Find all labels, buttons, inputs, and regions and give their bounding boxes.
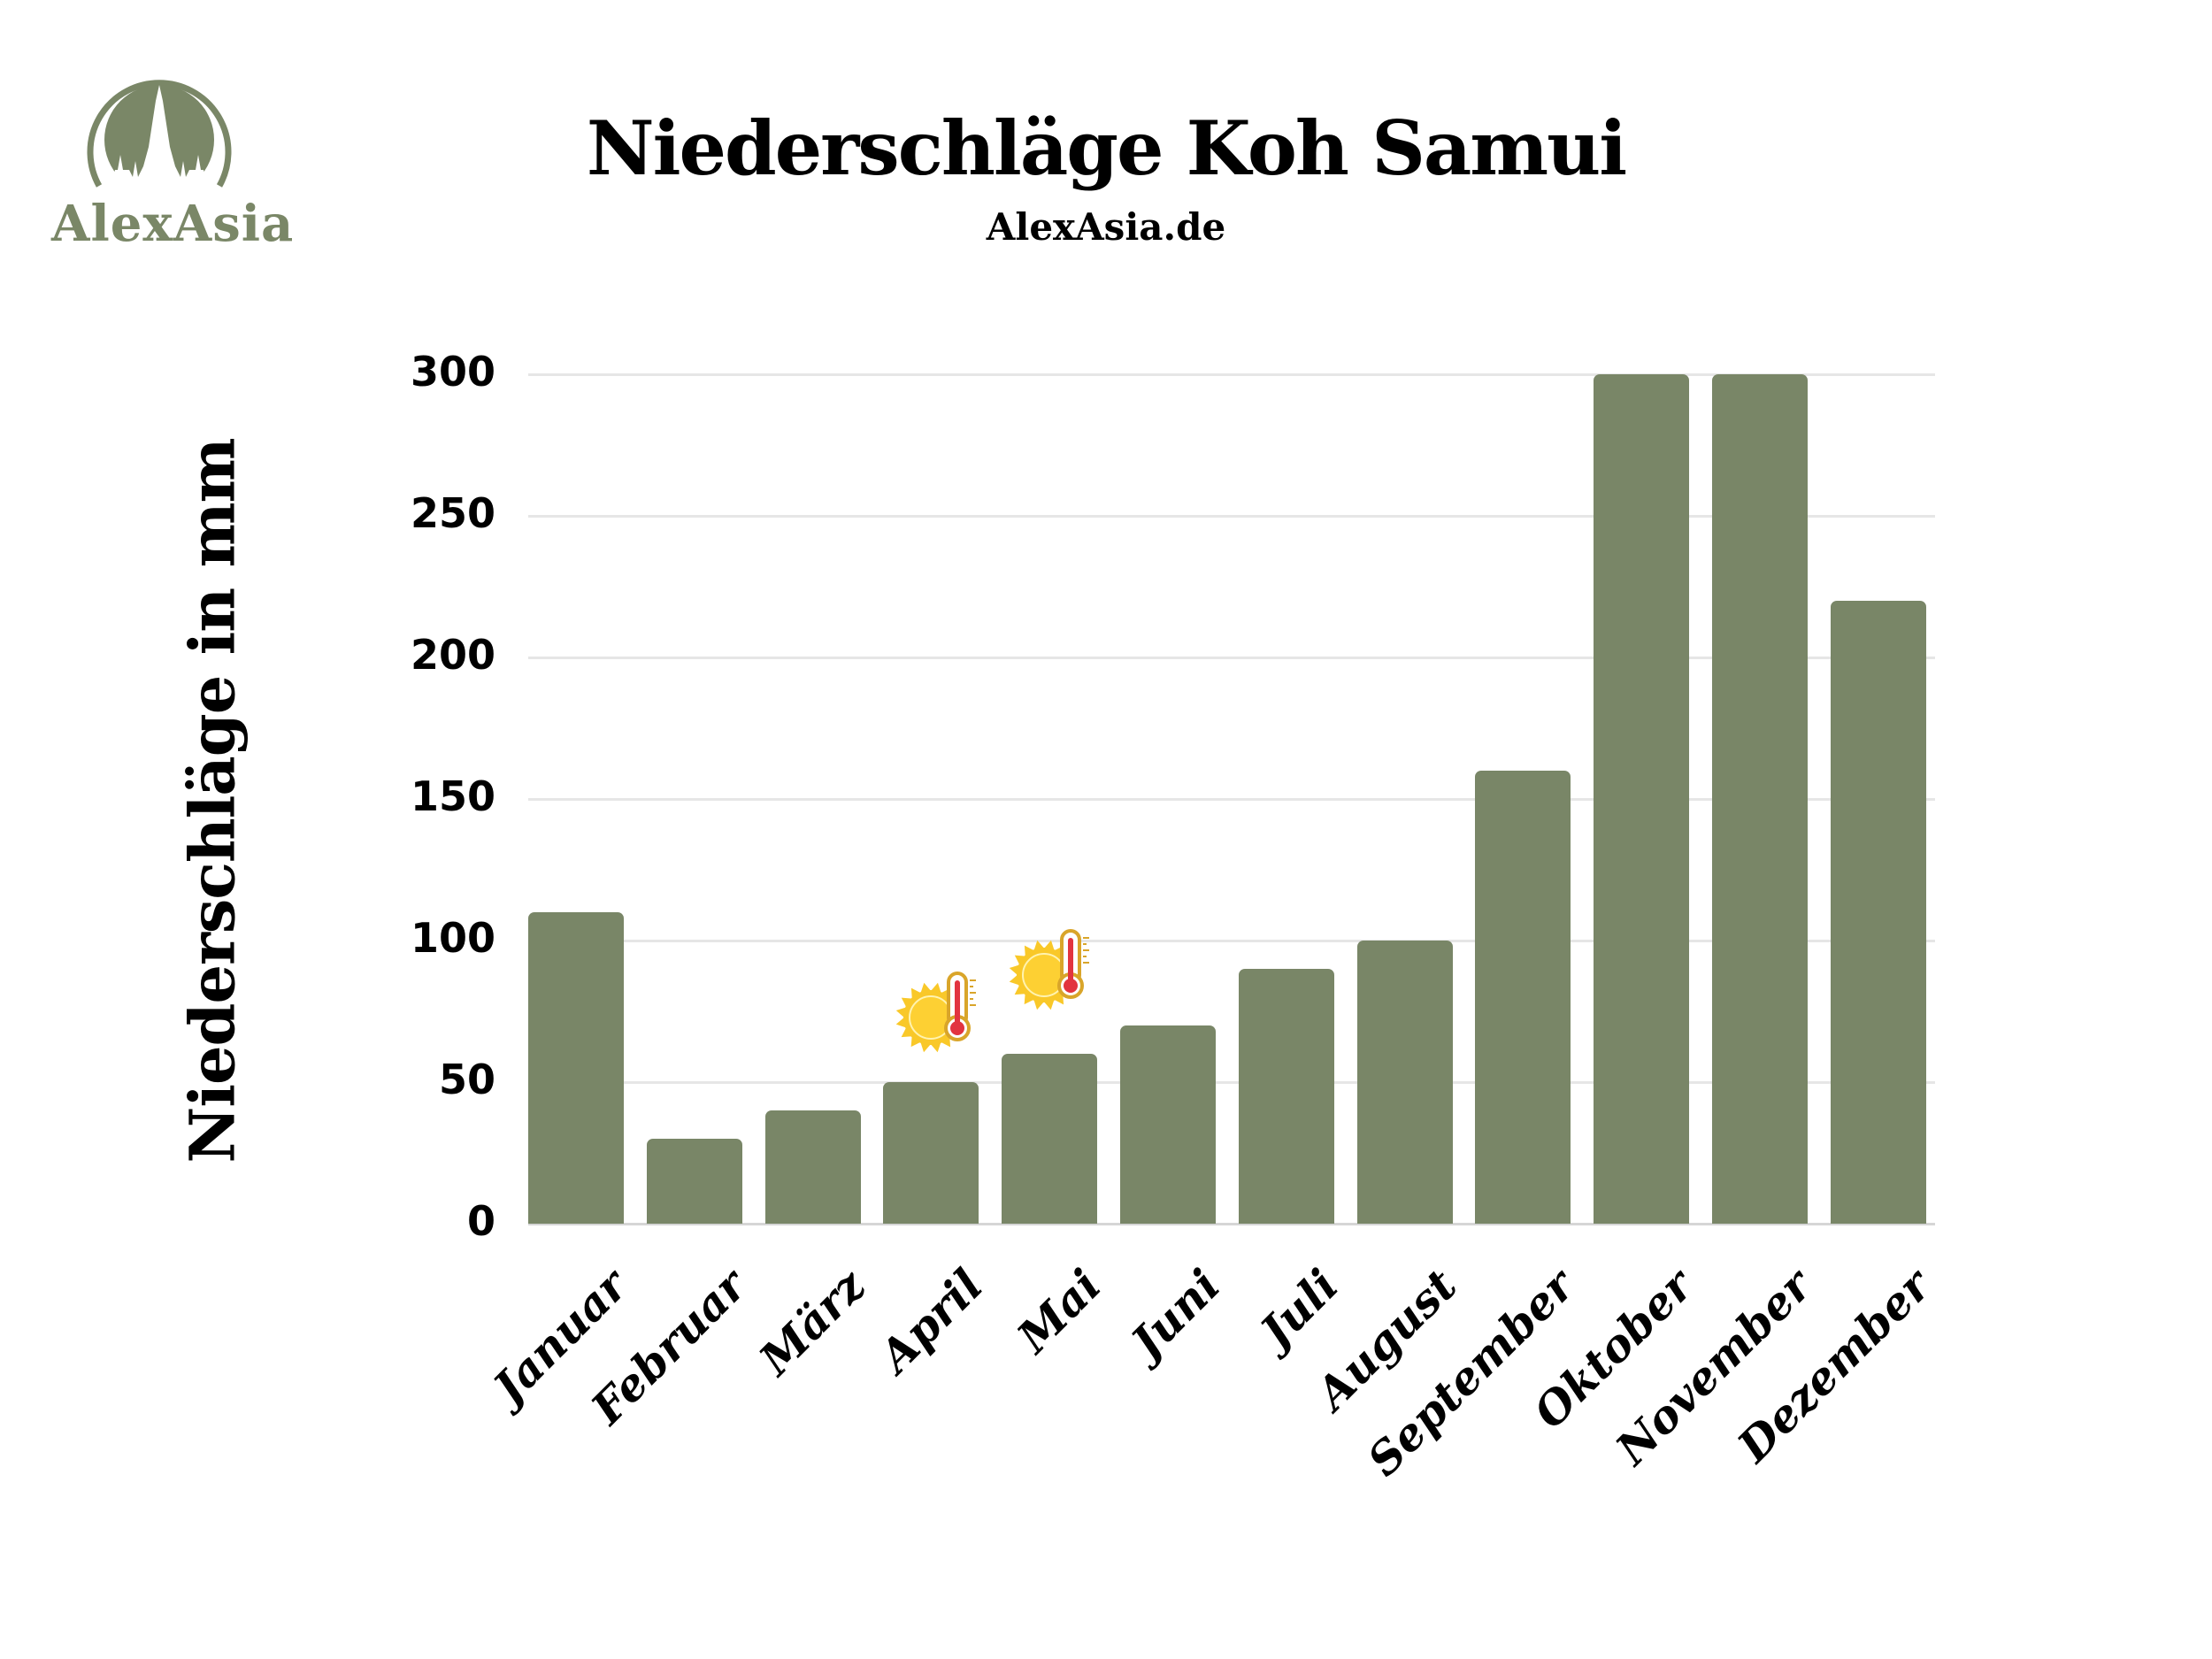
gridline [528,657,1935,659]
bar-mai [1002,1054,1098,1224]
y-tick-label: 100 [410,914,495,962]
gridline [528,1081,1935,1084]
x-axis-line [528,1223,1935,1225]
gridline [528,798,1935,801]
gridline [528,940,1935,942]
alexasia-logo: AlexAsia [44,62,295,265]
y-tick-label: 150 [410,772,495,820]
y-axis-label: Niederschläge in mm [175,438,250,1164]
bar-juli [1238,969,1334,1224]
y-tick-label: 300 [410,348,495,396]
chart-subtitle: AlexAsia.de [986,205,1226,249]
bar-september [1475,771,1571,1224]
y-tick-label: 250 [410,489,495,537]
chart-title: Niederschläge Koh Samui [586,104,1627,192]
x-tick-label: Juni [1120,1259,1231,1369]
gridline [528,373,1935,376]
bar-juni [1120,1025,1216,1224]
bar-februar [646,1139,742,1224]
bar-januar [528,912,624,1224]
y-tick-label: 0 [466,1197,495,1245]
bar-november [1712,374,1808,1224]
hot-sun-thermometer-icon [1009,929,1097,1021]
x-tick-label: März [749,1259,875,1386]
hot-sun-thermometer-icon [895,972,984,1064]
bar-oktober [1594,374,1690,1224]
temple-logo-icon [87,80,232,195]
bar-märz [764,1110,861,1224]
bar-dezember [1830,601,1926,1224]
gridline [528,515,1935,518]
x-tick-label: Juli [1249,1259,1348,1358]
logo-text: AlexAsia [51,195,295,253]
x-tick-label: September [1357,1259,1585,1486]
bar-august [1356,941,1453,1224]
y-tick-label: 200 [410,631,495,679]
bar-april [883,1082,979,1224]
x-tick-label: Mai [1007,1259,1111,1363]
x-tick-label: April [869,1259,994,1383]
plot-area [528,373,1935,1225]
y-tick-label: 50 [438,1056,495,1103]
